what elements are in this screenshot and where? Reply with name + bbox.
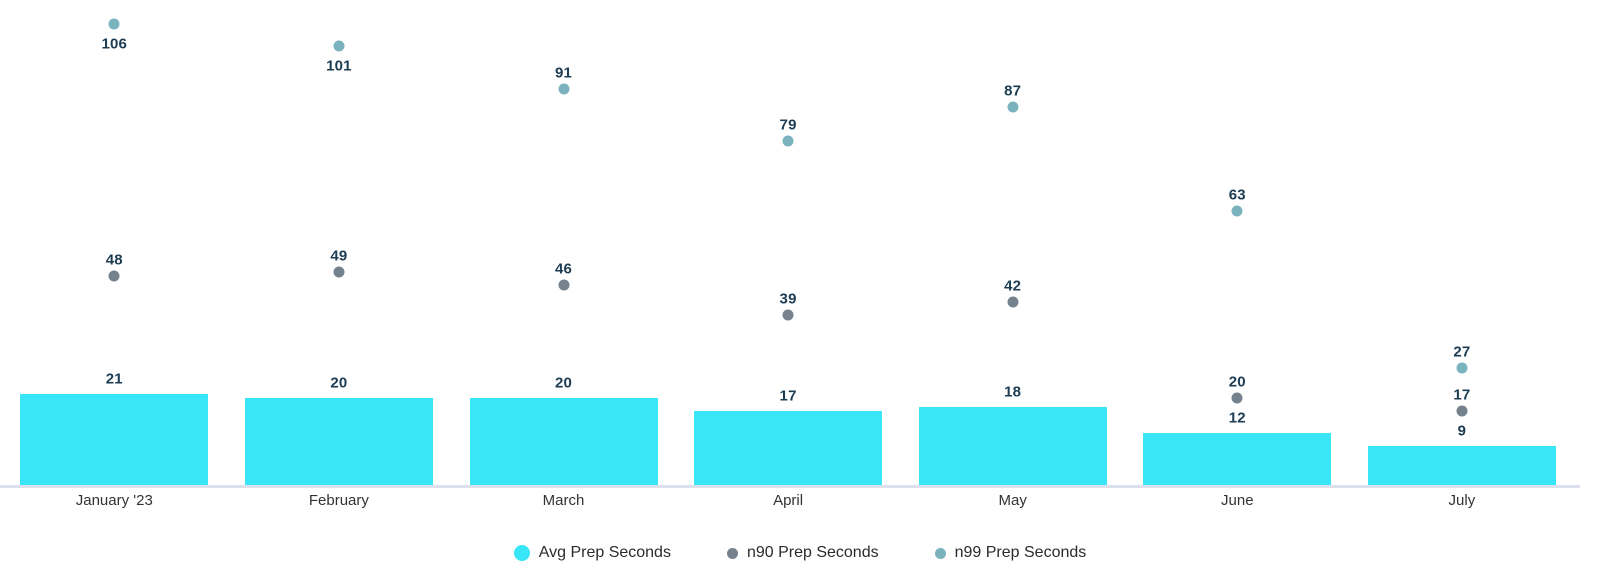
- n99-dot[interactable]: [1007, 101, 1019, 113]
- legend-swatch-icon: [934, 547, 946, 559]
- value-label: 39: [779, 290, 797, 308]
- value-label: 21: [105, 370, 123, 388]
- value-label: 46: [554, 260, 573, 278]
- n99-dot[interactable]: [1231, 205, 1243, 217]
- n99-dot[interactable]: [558, 83, 569, 95]
- avg-prep-bar[interactable]: [244, 398, 433, 485]
- n99-dot[interactable]: [333, 40, 345, 52]
- legend-item-n90[interactable]: n90 Prep Seconds: [726, 544, 879, 562]
- avg-prep-bar[interactable]: [918, 406, 1107, 485]
- x-tick-label: February: [308, 492, 369, 509]
- value-label: 17: [779, 387, 797, 405]
- value-label: 87: [1004, 82, 1022, 100]
- value-label: 20: [554, 374, 573, 392]
- value-label: 20: [330, 374, 348, 392]
- value-label: 79: [779, 116, 797, 134]
- legend-label: n90 Prep Seconds: [746, 544, 879, 561]
- legend-label: n99 Prep Seconds: [954, 544, 1087, 561]
- value-label: 106: [101, 35, 128, 53]
- n99-dot[interactable]: [782, 135, 794, 147]
- plot-area: 21 48 106 20 49 101 20 46 91 17 39 79 18 42 87 12 20 63 9 1…: [20, 18, 1556, 485]
- value-label: 27: [1453, 343, 1471, 361]
- value-label: 42: [1004, 277, 1022, 295]
- value-label: 63: [1228, 186, 1246, 204]
- value-label: 101: [326, 57, 352, 75]
- x-tick-label: March: [542, 492, 585, 509]
- value-label: 48: [105, 251, 123, 269]
- n90-dot[interactable]: [108, 270, 120, 282]
- value-label: 18: [1004, 383, 1022, 401]
- n90-dot[interactable]: [1231, 392, 1243, 404]
- avg-prep-bar[interactable]: [694, 411, 883, 485]
- legend-item-n99[interactable]: n99 Prep Seconds: [934, 544, 1087, 562]
- value-label: 9: [1457, 422, 1467, 440]
- n99-dot[interactable]: [1456, 362, 1468, 374]
- avg-prep-bar[interactable]: [469, 398, 658, 485]
- legend: Avg Prep Seconds n90 Prep Seconds n99 Prep…: [0, 544, 1600, 562]
- x-tick-label: May: [998, 492, 1027, 509]
- legend-label: Avg Prep Seconds: [538, 544, 671, 561]
- x-tick-label: July: [1448, 492, 1476, 509]
- value-label: 49: [330, 247, 348, 265]
- value-label: 17: [1453, 386, 1471, 404]
- legend-item-avg[interactable]: Avg Prep Seconds: [513, 544, 671, 562]
- n90-dot[interactable]: [1456, 405, 1468, 417]
- x-tick-label: January '23: [75, 492, 153, 509]
- legend-swatch-icon: [513, 545, 530, 561]
- x-axis-line: [0, 485, 1580, 488]
- value-label: 91: [554, 64, 573, 82]
- x-tick-label: April: [773, 492, 804, 509]
- n99-dot[interactable]: [108, 18, 120, 30]
- avg-prep-bar[interactable]: [20, 393, 209, 485]
- x-tick-label: June: [1221, 492, 1254, 509]
- n90-dot[interactable]: [782, 309, 794, 321]
- n90-dot[interactable]: [1007, 296, 1019, 308]
- value-label: 20: [1228, 373, 1246, 391]
- avg-prep-bar[interactable]: [1143, 432, 1332, 485]
- n90-dot[interactable]: [333, 266, 345, 278]
- avg-prep-bar[interactable]: [1367, 445, 1556, 485]
- n90-dot[interactable]: [558, 279, 569, 291]
- value-label: 12: [1228, 409, 1246, 427]
- legend-swatch-icon: [726, 547, 738, 559]
